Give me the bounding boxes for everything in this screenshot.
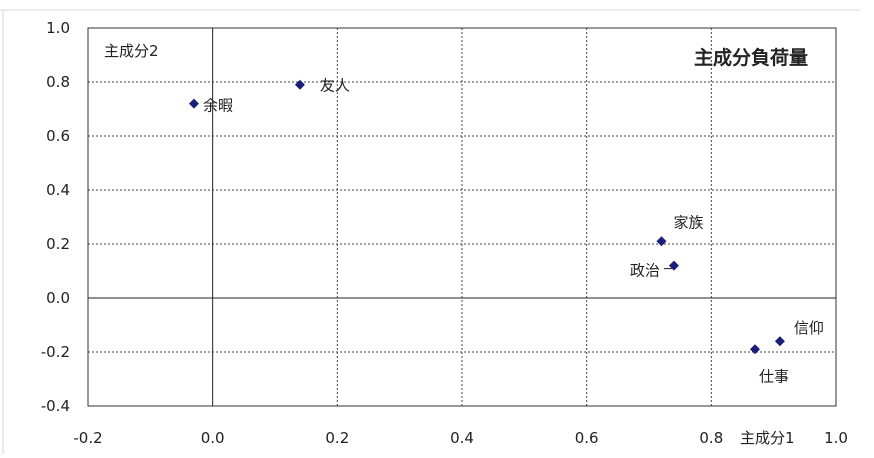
y-tick-label: 0.6 (46, 127, 70, 145)
data-point (749, 344, 760, 355)
plot-border (87, 27, 837, 407)
point-label: 友人 (320, 77, 350, 95)
axes (87, 27, 837, 407)
y-tick-label: 0.4 (46, 181, 70, 199)
y-tick-label: -0.2 (41, 343, 70, 361)
point-label: 信仰 (794, 319, 824, 337)
tick-labels: 1.00.80.60.40.20.0-0.2-0.4-0.2 0.0 0.2 0.4 0… (41, 19, 848, 447)
y-axis-label: 主成分2 (104, 42, 159, 60)
y-tick-label: -0.4 (41, 397, 70, 415)
x-axis-label: 主成分1 (740, 429, 795, 447)
data-point (294, 79, 305, 90)
data-point (656, 236, 667, 247)
x-tick-label: 0.2 (325, 429, 349, 447)
y-tick-label: 0.0 (46, 289, 70, 307)
data-points (188, 79, 785, 355)
data-point (188, 98, 199, 109)
point-label: 政治 (630, 262, 660, 280)
x-tick-label: 0.8 (699, 429, 723, 447)
x-tick-label: 1.0 (824, 429, 848, 447)
y-tick-label: 0.2 (46, 235, 70, 253)
y-tick-label: 1.0 (46, 19, 70, 37)
x-tick-label: 0.6 (575, 429, 599, 447)
point-label: 仕事 (759, 367, 789, 385)
data-point (774, 336, 785, 347)
point-label: 余暇 (203, 97, 233, 115)
x-tick-label: 0.4 (450, 429, 474, 447)
point-label: 家族 (673, 213, 703, 231)
x-tick-label: -0.2 (73, 429, 102, 447)
chart-title: 主成分負荷量 (694, 46, 808, 69)
y-tick-label: 0.8 (46, 73, 70, 91)
x-tick-label: 0.0 (201, 429, 225, 447)
